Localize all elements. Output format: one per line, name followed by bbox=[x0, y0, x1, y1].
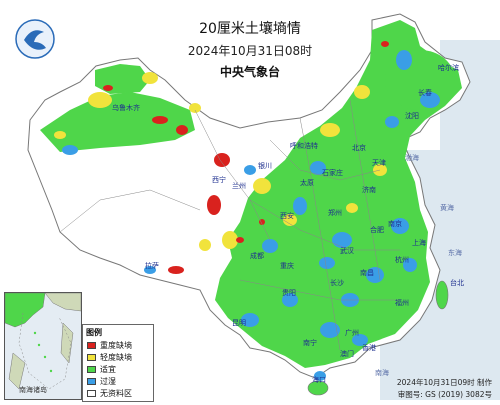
city-hangzhou: 杭州 bbox=[395, 255, 409, 264]
city-beijing: 北京 bbox=[352, 143, 366, 152]
city-xining: 西宁 bbox=[212, 175, 226, 184]
city-yinchuan: 银川 bbox=[258, 161, 272, 170]
sea-donghai: 东海 bbox=[448, 248, 462, 257]
city-fuzhou: 福州 bbox=[395, 298, 409, 307]
city-taibei: 台北 bbox=[450, 278, 464, 287]
legend-label-severe: 重度缺墒 bbox=[100, 340, 132, 350]
city-aomen: 澳门 bbox=[340, 349, 354, 358]
legend-swatch-light bbox=[87, 353, 96, 361]
light-drought-patches bbox=[54, 72, 387, 251]
legend-swatch-severe bbox=[87, 341, 96, 349]
city-labels: 哈尔滨 长春 沈阳 北京 天津 石家庄 太原 济南 郑州 西安 兰州 西宁 银川… bbox=[112, 63, 464, 384]
province-boundaries bbox=[59, 99, 400, 351]
wet-patches bbox=[62, 50, 440, 381]
sea-labels: 渤海 黄海 东海 南海 bbox=[375, 153, 462, 377]
legend-label-wet: 过湿 bbox=[100, 376, 116, 386]
city-nanjing: 南京 bbox=[388, 219, 402, 228]
legend-title: 图例 bbox=[86, 328, 102, 337]
city-changsha: 长沙 bbox=[330, 278, 344, 287]
city-lasa: 拉萨 bbox=[145, 261, 159, 270]
city-guiyang: 贵阳 bbox=[282, 288, 296, 297]
city-haerbin: 哈尔滨 bbox=[438, 63, 459, 72]
south-china-sea-inset: 南海诸岛 bbox=[4, 292, 82, 400]
legend-label-light: 轻度缺墒 bbox=[100, 352, 132, 362]
legend-label-nodata: 无资料区 bbox=[100, 388, 132, 398]
city-wuhan: 武汉 bbox=[340, 246, 354, 255]
city-taiyuan: 太原 bbox=[300, 178, 314, 187]
city-shanghai: 上海 bbox=[412, 238, 426, 247]
city-wulumuqi: 乌鲁木齐 bbox=[112, 103, 140, 112]
sea-nanhai: 南海 bbox=[375, 368, 389, 377]
legend-item-suitable: 适宜 bbox=[87, 364, 116, 374]
sea-huanghai: 黄海 bbox=[440, 203, 454, 212]
legend-swatch-wet bbox=[87, 377, 96, 385]
hainan-island bbox=[307, 380, 329, 396]
footer-made: 2024年10月31日09时 制作 bbox=[396, 378, 492, 387]
legend-item-wet: 过湿 bbox=[87, 376, 116, 386]
region-northeast bbox=[385, 50, 455, 110]
legend-label-suitable: 适宜 bbox=[100, 364, 116, 374]
taiwan-island bbox=[435, 280, 449, 310]
city-hefei: 合肥 bbox=[370, 225, 384, 234]
region-suitable bbox=[215, 20, 462, 368]
city-nanchang: 南昌 bbox=[360, 268, 374, 277]
legend-item-nodata: 无资料区 bbox=[87, 388, 132, 398]
legend-swatch-suitable bbox=[87, 365, 96, 373]
city-kunming: 昆明 bbox=[232, 319, 246, 327]
map-date: 2024年10月31日08时 bbox=[187, 44, 313, 58]
severe-drought-patches bbox=[103, 41, 389, 274]
city-zhengzhou: 郑州 bbox=[328, 209, 342, 217]
footer-review: 审图号: GS (2019) 3082号 bbox=[397, 390, 492, 399]
legend-swatch-nodata bbox=[87, 389, 96, 397]
city-shenyang: 沈阳 bbox=[405, 111, 419, 120]
region-xinjiang-green bbox=[40, 92, 195, 152]
inset-label: 南海诸岛 bbox=[19, 386, 47, 394]
cma-logo-icon bbox=[15, 19, 55, 59]
inset-map bbox=[5, 293, 81, 390]
legend: 图例 重度缺墒 轻度缺墒 适宜 过湿 无资料区 bbox=[82, 324, 154, 402]
city-chongqing: 重庆 bbox=[280, 261, 294, 270]
city-tianjin: 天津 bbox=[372, 159, 386, 167]
city-xianggang: 香港 bbox=[362, 343, 376, 352]
city-guangzhou: 广州 bbox=[345, 328, 359, 337]
city-haikou: 海口 bbox=[312, 375, 326, 384]
city-huhehaote: 呼和浩特 bbox=[290, 141, 318, 150]
city-lanzhou: 兰州 bbox=[232, 181, 246, 190]
legend-item-severe: 重度缺墒 bbox=[87, 340, 132, 350]
city-jinan: 济南 bbox=[362, 185, 376, 194]
city-nanning: 南宁 bbox=[303, 338, 317, 347]
legend-item-light: 轻度缺墒 bbox=[87, 352, 132, 362]
sea-bohai: 渤海 bbox=[405, 153, 419, 162]
map-organization: 中央气象台 bbox=[219, 65, 280, 79]
city-shijiazhuang: 石家庄 bbox=[322, 168, 343, 177]
city-changchun: 长春 bbox=[418, 88, 432, 97]
city-xian: 西安 bbox=[280, 211, 294, 220]
city-chengdu: 成都 bbox=[250, 251, 264, 260]
map-title: 20厘米土壤墒情 bbox=[199, 21, 301, 37]
